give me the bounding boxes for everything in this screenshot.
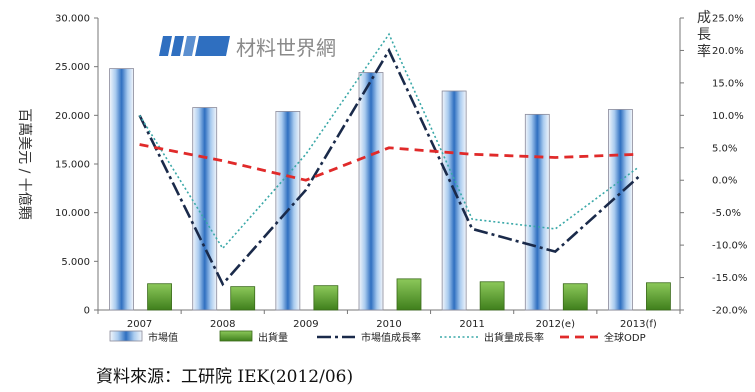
market-value-bar	[109, 68, 134, 311]
market-value-bar	[524, 113, 550, 311]
watermark-text: 材料世界網	[236, 36, 336, 60]
legend-label: 出貨量成長率	[484, 331, 544, 344]
shipment-bar	[396, 278, 422, 311]
axes	[97, 18, 681, 311]
growth-line-dashed	[139, 143, 639, 182]
right-axis-title-char: 長	[697, 27, 711, 43]
x-tick-label: 2010	[376, 319, 401, 330]
shipment-bar	[479, 281, 505, 311]
growth-line-dotted	[138, 32, 639, 250]
legend-label: 全球ODP	[604, 331, 646, 344]
left-y-tick-label: 30.000	[55, 14, 90, 25]
legend-swatch-market-value	[109, 330, 143, 342]
right-y-tick-label: 5.0%	[712, 143, 737, 154]
right-y-tick-label: 10.0%	[712, 111, 744, 122]
x-tick-label: 2011	[459, 319, 484, 330]
x-tick-label: 2007	[127, 319, 152, 330]
right-y-tick-label: 20.0%	[712, 46, 744, 57]
x-tick-label: 2008	[210, 319, 235, 330]
legend-label: 出貨量	[258, 331, 288, 344]
market-value-bar	[358, 72, 384, 311]
x-ticks: 2007 2008 2009 2010 2011 2012(e) 2013(f)	[97, 310, 681, 330]
right-y-tick-label: 25.0%	[712, 14, 744, 25]
growth-line-dashdot	[138, 47, 640, 287]
legend: 市場值 出貨量 市場值成長率 出貨量成長率 全球ODP	[109, 330, 646, 344]
right-y-tick-label: 0.0%	[712, 176, 737, 187]
right-y-tick-label: 15.0%	[712, 78, 744, 89]
legend-swatch-shipment	[219, 330, 253, 342]
right-y-tick-label: -5.0%	[712, 208, 741, 219]
left-y-tick-label: 25.000	[55, 62, 90, 73]
shipment-bars	[147, 278, 671, 311]
shipment-bar	[147, 283, 172, 311]
watermark: 材料世界網	[159, 36, 336, 60]
market-value-bar	[441, 90, 467, 311]
x-tick-label: 2013(f)	[620, 319, 657, 330]
market-value-bar	[192, 107, 218, 311]
left-y-tick-label: 20.000	[55, 111, 90, 122]
left-y-tick-label: 15.000	[55, 160, 90, 171]
left-y-ticks: 0 5.000 10.000 15.000 20.000 25.000 30.000	[55, 14, 98, 317]
left-axis-title: 百萬美元 / 十億顆	[16, 108, 32, 220]
right-y-tick-label: -20.0%	[712, 306, 747, 317]
right-axis-title-line1: 成長率	[697, 10, 711, 60]
right-axis-title-char: 率	[697, 43, 711, 60]
left-y-tick-label: 0	[84, 306, 90, 317]
legend-label: 市場值成長率	[361, 331, 421, 344]
x-tick-label: 2012(e)	[536, 319, 576, 330]
shipment-bar	[230, 286, 256, 311]
market-value-bar	[608, 109, 633, 311]
left-y-tick-label: 5.000	[61, 257, 90, 268]
left-y-tick-label: 10.000	[55, 208, 90, 219]
growth-lines	[138, 32, 640, 287]
shipment-bar	[646, 282, 671, 311]
x-tick-label: 2009	[293, 319, 318, 330]
watermark-logo-icon	[159, 36, 230, 56]
right-axis-title-char: 成	[697, 10, 711, 26]
source-note: 資料來源：工研院 IEK(2012/06)	[96, 367, 353, 387]
market-value-bars	[109, 68, 633, 311]
legend-label: 市場值	[148, 331, 178, 344]
shipment-bar	[562, 283, 588, 311]
right-y-tick-label: -10.0%	[712, 241, 747, 252]
shipment-bar	[313, 285, 339, 311]
right-y-ticks: -20.0% -15.0% -10.0% -5.0% 0.0% 5.0% 10.0% 15.0…	[680, 14, 747, 317]
right-y-tick-label: -15.0%	[712, 273, 747, 284]
